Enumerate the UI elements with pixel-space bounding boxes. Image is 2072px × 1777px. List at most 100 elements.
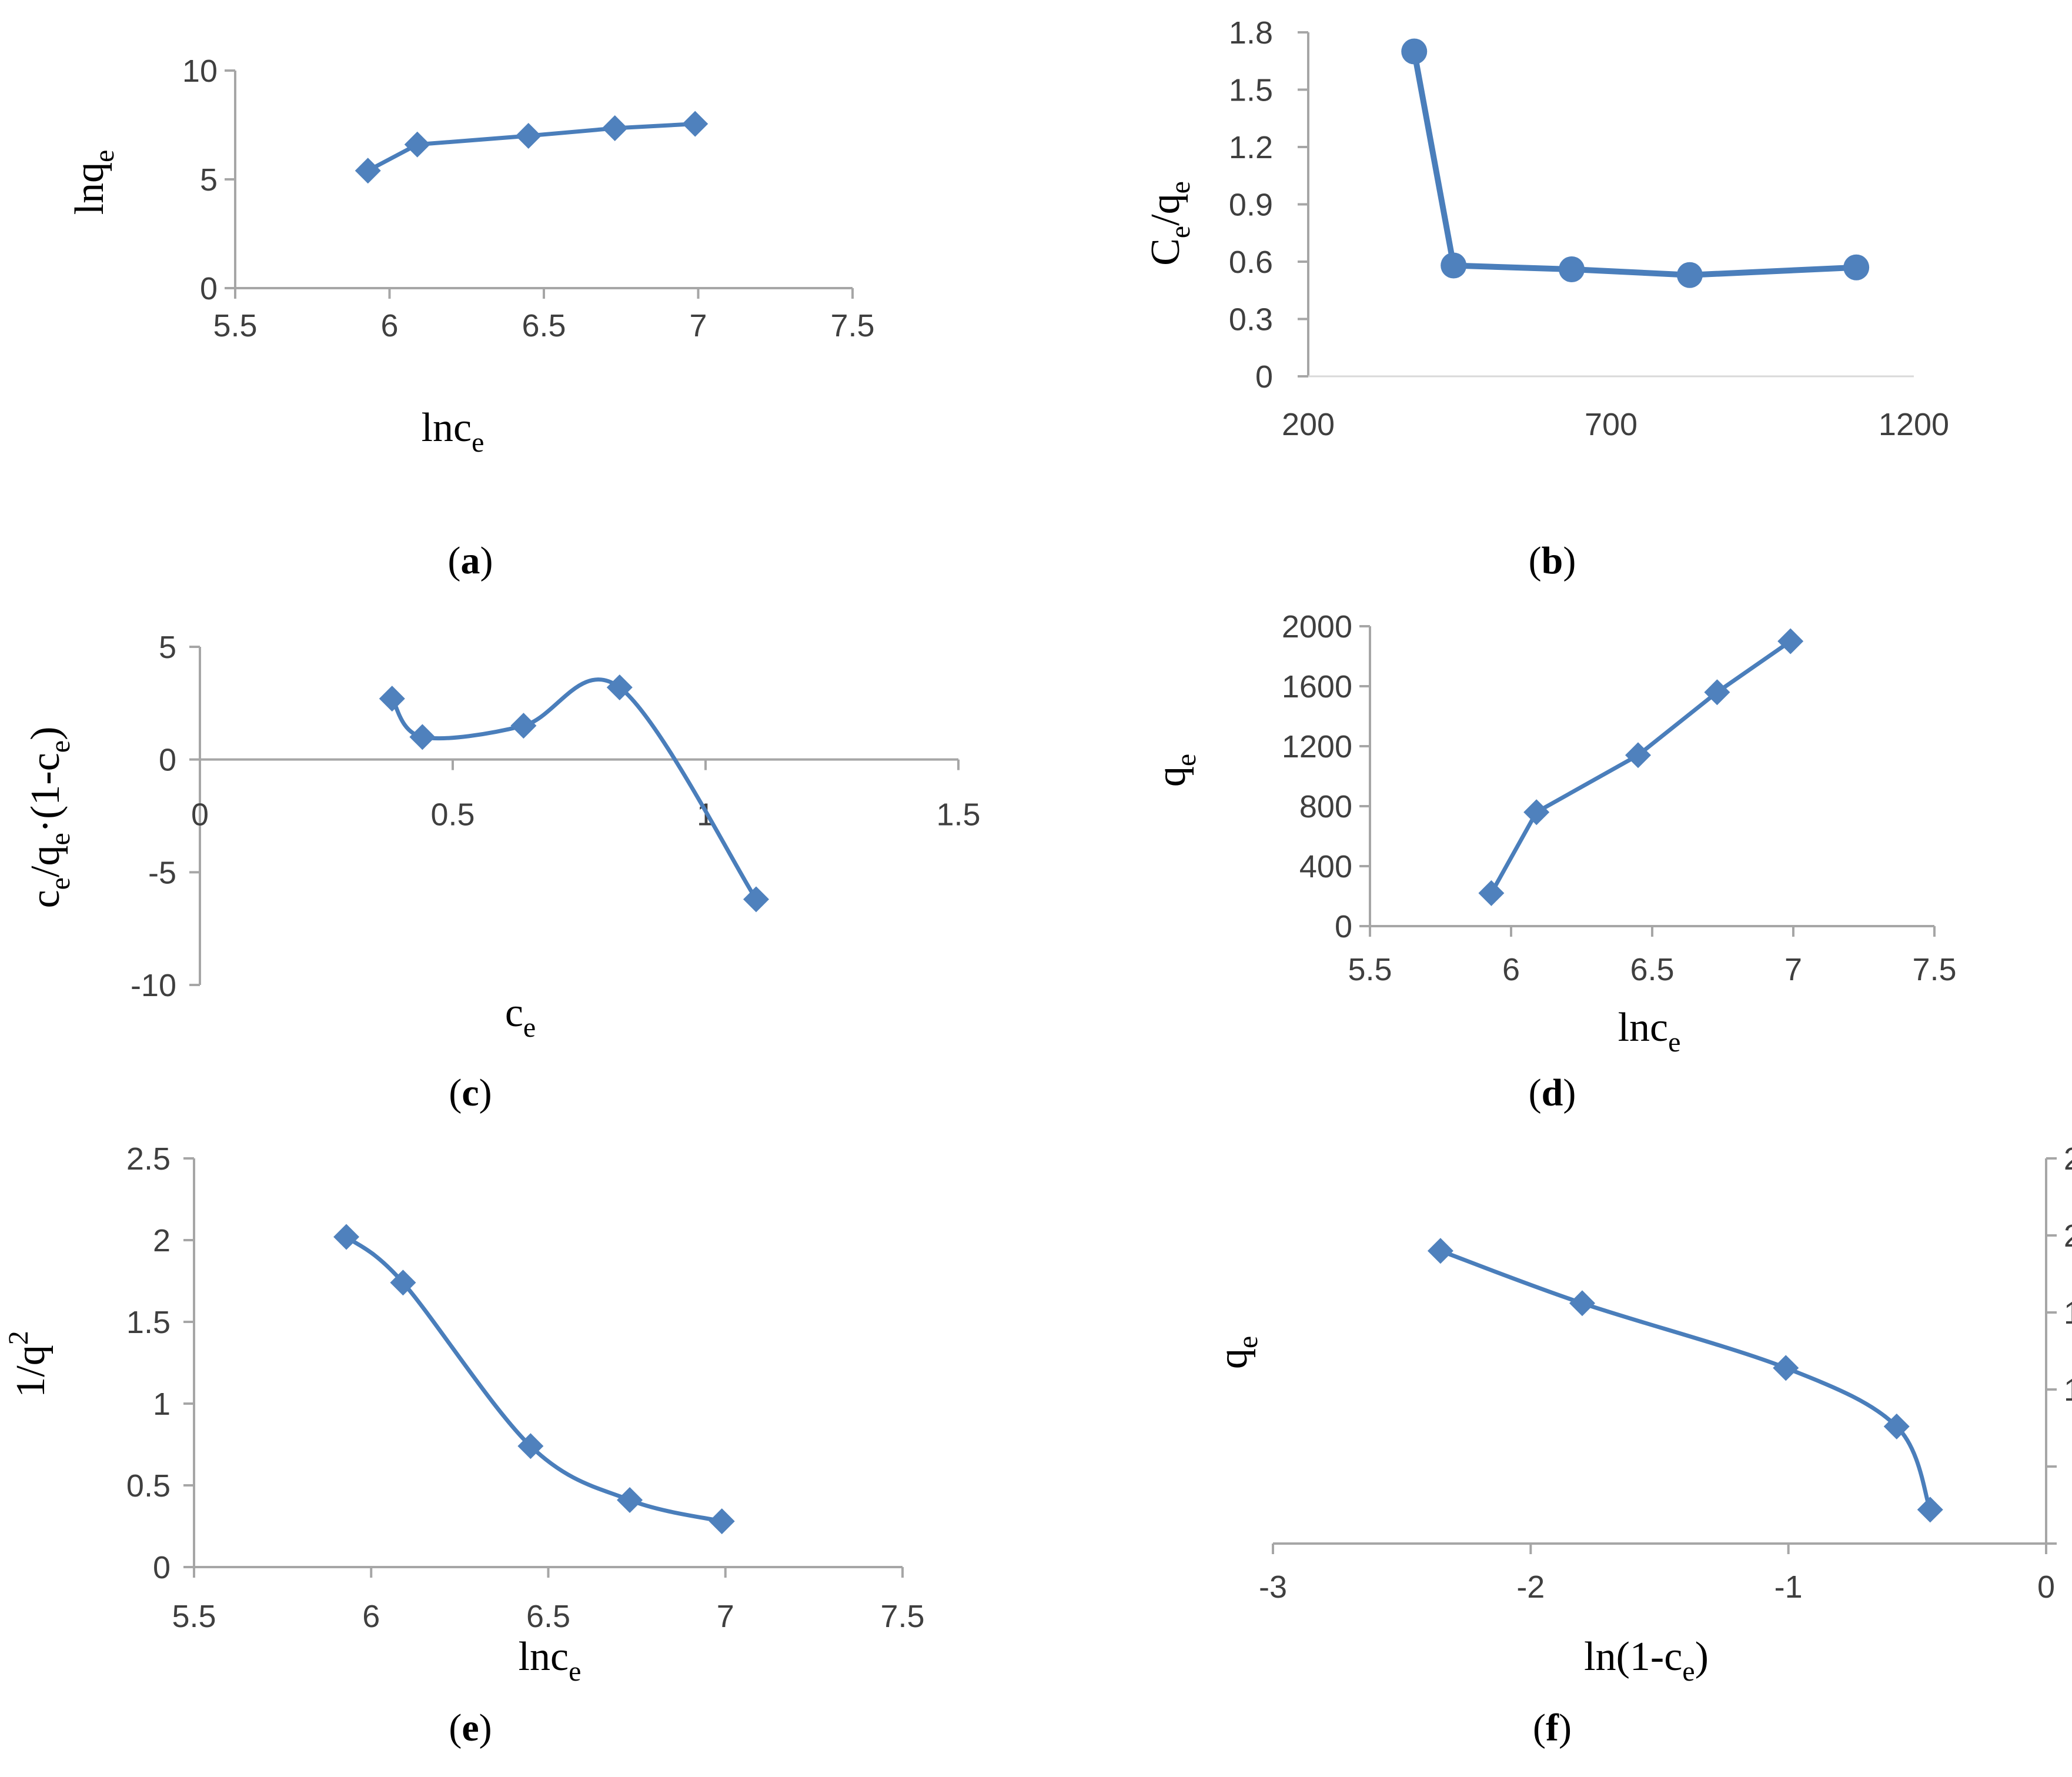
- y-tick-label: 0: [159, 743, 176, 778]
- y-tick-label: 5: [200, 162, 218, 198]
- data-point: [333, 1224, 360, 1250]
- data-point: [1441, 252, 1467, 279]
- y-tick-label: 2000: [1282, 609, 1352, 644]
- x-tick-label: 200: [1282, 407, 1335, 442]
- data-point: [617, 1487, 643, 1514]
- y-axis-label: qe: [1149, 754, 1202, 787]
- x-axis-label: lnce: [519, 1634, 582, 1687]
- x-tick-label: 0.5: [430, 797, 474, 833]
- x-axis-label: ln(1-ce): [1584, 1634, 1709, 1687]
- chart-d: 0 400 800 1200 1600 2000 5.5 6 6.5 7 7.5 lnce qe (d): [1149, 609, 1957, 1114]
- x-tick-label: 5.5: [172, 1599, 216, 1634]
- data-point: [1401, 38, 1428, 65]
- x-tick-label: 700: [1585, 407, 1637, 442]
- y-tick-label: 400: [1299, 849, 1352, 884]
- y-tick-label: 2: [153, 1223, 171, 1258]
- data-point: [379, 686, 405, 712]
- y-tick-label: 2.5: [126, 1141, 171, 1177]
- data-point: [1704, 679, 1730, 706]
- data-point: [1773, 1355, 1799, 1381]
- data-point: [709, 1508, 735, 1535]
- data-point: [606, 674, 633, 700]
- y-tick-label: -10: [131, 968, 176, 1003]
- x-tick-label: 6.5: [1630, 952, 1674, 987]
- x-axis-label: ce: [505, 990, 536, 1043]
- y-tick-label: 0: [153, 1550, 171, 1585]
- y-tick-label: 0: [1255, 359, 1273, 395]
- data-point: [1676, 262, 1703, 288]
- y-tick-label: 1.5: [1229, 73, 1273, 108]
- x-tick-label: 6.5: [522, 308, 566, 343]
- y-tick-label: 1.5: [126, 1305, 171, 1340]
- data-point: [409, 724, 436, 750]
- data-point: [1523, 799, 1550, 826]
- y-axis-label: Ce/qe: [1143, 181, 1196, 266]
- series-line: [1439, 1248, 1933, 1511]
- chart-a: 0 5 10 5.5 6 6.5 7 7.5 lnce lnqe (a): [67, 54, 875, 582]
- y-tick-label: 1000: [2064, 1372, 2072, 1408]
- data-point: [1559, 256, 1585, 282]
- x-tick-label: 6: [362, 1599, 380, 1634]
- data-point: [1478, 880, 1505, 906]
- panel-label: (b): [1529, 539, 1576, 582]
- y-tick-label: 0: [1335, 909, 1352, 944]
- panel-label: (e): [449, 1706, 492, 1749]
- data-point: [1777, 628, 1804, 654]
- y-tick-label: 1500: [2064, 1295, 2072, 1331]
- data-point: [1883, 1413, 1910, 1439]
- x-tick-label: 6: [1502, 952, 1520, 987]
- data-point: [1569, 1290, 1595, 1317]
- x-tick-label: 6: [380, 308, 398, 343]
- x-tick-label: 7.5: [880, 1599, 924, 1634]
- data-point: [682, 111, 709, 137]
- y-axis-label: qe: [1211, 1336, 1264, 1369]
- x-tick-label: -3: [1259, 1569, 1287, 1605]
- data-point: [601, 115, 628, 142]
- y-tick-label: 1.8: [1229, 15, 1273, 51]
- y-axis-label: 1/q2: [3, 1331, 54, 1397]
- y-tick-label: -5: [148, 855, 176, 890]
- x-tick-label: 7.5: [1912, 952, 1956, 987]
- y-axis-label: ce/qe·(1-ce): [23, 727, 76, 908]
- x-tick-label: 7: [689, 308, 707, 343]
- x-axis-label: lnce: [1618, 1005, 1681, 1058]
- y-tick-label: 2000: [2064, 1218, 2072, 1254]
- x-axis-label: lnce: [422, 405, 484, 458]
- y-tick-label: 1: [153, 1387, 171, 1422]
- data-point: [1625, 742, 1651, 769]
- x-tick-label: 5.5: [213, 308, 257, 343]
- data-point: [390, 1270, 416, 1296]
- y-tick-label: 800: [1299, 789, 1352, 824]
- y-tick-label: 2500: [2064, 1141, 2072, 1177]
- series-line: [1489, 639, 1792, 894]
- series-line: [390, 677, 758, 901]
- x-tick-label: 5.5: [1348, 952, 1392, 987]
- data-point: [355, 158, 381, 184]
- y-tick-label: 10: [182, 54, 218, 89]
- x-tick-label: 7.5: [830, 308, 874, 343]
- x-tick-label: -2: [1516, 1569, 1545, 1605]
- x-tick-label: -1: [1774, 1569, 1803, 1605]
- y-tick-label: 0.6: [1229, 245, 1273, 280]
- chart-e: 0 0.5 1 1.5 2 2.5 5.5 6 6.5 7 7.5 lnce 1/q2 (e): [3, 1141, 925, 1749]
- x-tick-label: 0: [191, 797, 209, 833]
- data-point: [404, 131, 430, 158]
- panel-label: (a): [448, 539, 493, 582]
- y-tick-label: 1600: [1282, 669, 1352, 704]
- x-tick-label: 0: [2037, 1569, 2055, 1605]
- y-tick-label: 1200: [1282, 729, 1352, 764]
- x-tick-label: 7: [1784, 952, 1802, 987]
- data-point: [515, 123, 542, 149]
- x-tick-label: 1.5: [936, 797, 980, 833]
- y-tick-label: 0.5: [126, 1468, 171, 1504]
- series-line: [1411, 51, 1857, 278]
- y-tick-label: 0.3: [1229, 302, 1273, 338]
- data-point: [743, 886, 769, 913]
- y-tick-label: 0.9: [1229, 188, 1273, 223]
- panel-label: (c): [449, 1071, 492, 1114]
- data-point: [510, 713, 537, 739]
- chart-b: 0 0.3 0.6 0.9 1.2 1.5 1.8 200 700 1200 Ce/qe (b): [1143, 15, 1949, 582]
- data-point: [517, 1433, 544, 1459]
